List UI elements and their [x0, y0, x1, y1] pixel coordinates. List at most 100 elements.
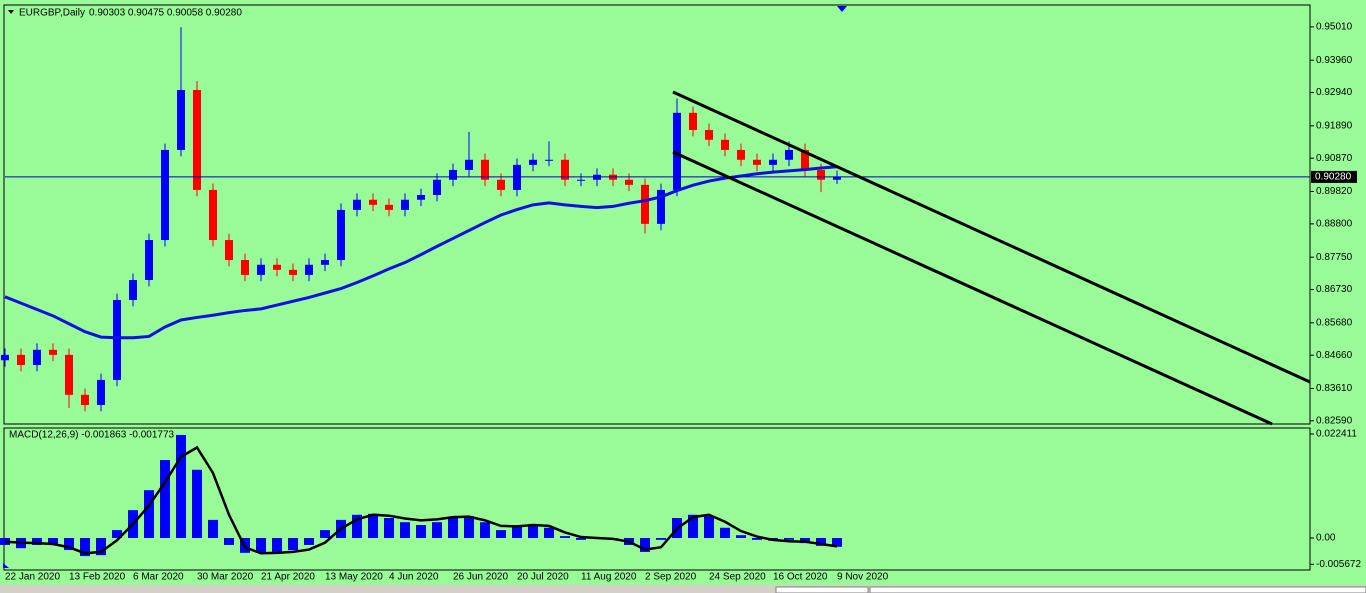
candle-body	[769, 159, 777, 165]
y-tick-label: 0.85680	[1316, 317, 1353, 328]
candle-body	[33, 349, 41, 366]
macd-histogram-bar	[432, 522, 442, 538]
macd-histogram-bar	[720, 527, 730, 538]
ohlc-readout: 0.90303 0.90475 0.90058 0.90280	[89, 8, 242, 19]
candle-body	[481, 159, 489, 180]
macd-histogram-bar	[160, 460, 170, 538]
candle-body	[49, 349, 57, 355]
x-tick-label: 21 Apr 2020	[261, 572, 315, 583]
macd-panel-frame	[3, 427, 1311, 571]
channel-upper-trendline[interactable]	[672, 90, 1311, 384]
candle-body	[449, 169, 457, 180]
candle-body	[833, 176, 841, 180]
tab[interactable]	[869, 586, 1366, 593]
symbol-menu-arrow[interactable]	[8, 10, 14, 14]
macd-histogram-bar	[448, 518, 458, 538]
y-tick-label: -0.005672	[1316, 559, 1361, 570]
macd-histogram-bar	[464, 516, 474, 538]
x-tick-label: 4 Jun 2020	[389, 572, 439, 583]
candle-body	[113, 299, 121, 380]
candle-body	[545, 159, 553, 161]
candle-body	[273, 264, 281, 270]
chart-title: EURGBP,Daily	[19, 8, 85, 19]
macd-histogram-bar	[384, 518, 394, 538]
candle-body	[641, 184, 649, 224]
macd-histogram-bar	[416, 524, 426, 538]
x-tick-label: 16 Oct 2020	[773, 572, 828, 583]
x-tick-label: 20 Jul 2020	[517, 572, 569, 583]
candle-body	[529, 159, 537, 165]
y-tick-label: 0.95010	[1316, 22, 1353, 33]
candle-body	[689, 112, 697, 130]
bid-tag-label: 0.90280	[1315, 172, 1352, 183]
macd-histogram-bar	[784, 537, 794, 540]
y-tick-label: 0.89820	[1316, 186, 1353, 197]
y-tick-label: 0.00	[1316, 533, 1336, 544]
candle-body	[209, 189, 217, 241]
macd-histogram-bar	[560, 536, 570, 538]
macd-histogram-bar	[304, 537, 314, 545]
candle-body	[465, 159, 473, 170]
candle-body	[81, 394, 89, 405]
macd-histogram-bar	[736, 535, 746, 538]
candle-body	[657, 189, 665, 224]
macd-histogram-bar	[752, 537, 762, 540]
candle-body	[401, 199, 409, 210]
candle-body	[161, 149, 169, 241]
x-tick-label: 24 Sep 2020	[709, 572, 766, 583]
candle-body	[1, 354, 9, 361]
macd-histogram-bar	[256, 537, 266, 553]
candle-body	[145, 240, 153, 280]
y-tick-label: 0.87750	[1316, 252, 1353, 263]
y-tick-label: 0.82590	[1316, 415, 1353, 426]
candle-body	[193, 90, 201, 190]
candle-body	[785, 149, 793, 160]
tab-bar	[0, 585, 1366, 593]
candle-body	[705, 129, 713, 140]
macd-histogram-bar	[496, 530, 506, 538]
macd-histogram-bar	[320, 530, 330, 538]
macd-histogram-bar	[192, 469, 202, 538]
x-tick-label: 11 Aug 2020	[581, 572, 637, 583]
candle-body	[65, 354, 73, 395]
x-tick-label: 26 Jun 2020	[453, 572, 508, 583]
channel-lower-trendline[interactable]	[672, 150, 1273, 426]
macd-signal-line	[4, 445, 838, 555]
candle-body	[129, 279, 137, 300]
macd-histogram-bar	[368, 513, 378, 538]
candle-body	[17, 354, 25, 366]
candle-body	[561, 159, 569, 180]
candle-body	[177, 90, 185, 150]
candle-body	[737, 149, 745, 160]
candle-body	[97, 379, 105, 405]
x-tick-label: 13 Feb 2020	[69, 572, 126, 583]
macd-histogram-bar	[112, 530, 122, 538]
candle-body	[257, 264, 265, 275]
macd-histogram-bar	[144, 490, 154, 538]
candle-body	[753, 159, 761, 165]
macd-histogram-bar	[512, 526, 522, 538]
candle-body	[433, 179, 441, 195]
moving-average	[4, 165, 838, 340]
macd-histogram-bar	[544, 527, 554, 538]
macd-histogram-bar	[576, 537, 586, 540]
candle-body	[337, 209, 345, 261]
shift-marker[interactable]	[837, 6, 847, 12]
macd-histogram-bar	[480, 522, 490, 538]
candle-body	[673, 112, 681, 190]
macd-histogram-bar	[688, 514, 698, 538]
y-tick-label: 0.022411	[1316, 429, 1357, 440]
tab[interactable]	[775, 586, 869, 593]
macd-histogram-bar	[528, 525, 538, 538]
bid-tag	[1311, 170, 1357, 183]
macd-histogram-bar	[176, 434, 186, 538]
y-tick-label: 0.91890	[1316, 120, 1353, 131]
y-tick-label: 0.86730	[1316, 284, 1353, 295]
macd-histogram-bar	[352, 514, 362, 538]
macd-histogram-bar	[64, 537, 74, 551]
candle-body	[417, 194, 425, 200]
macd-histogram-bar	[32, 537, 42, 545]
macd-histogram-bar	[656, 537, 666, 540]
candle-body	[801, 149, 809, 170]
